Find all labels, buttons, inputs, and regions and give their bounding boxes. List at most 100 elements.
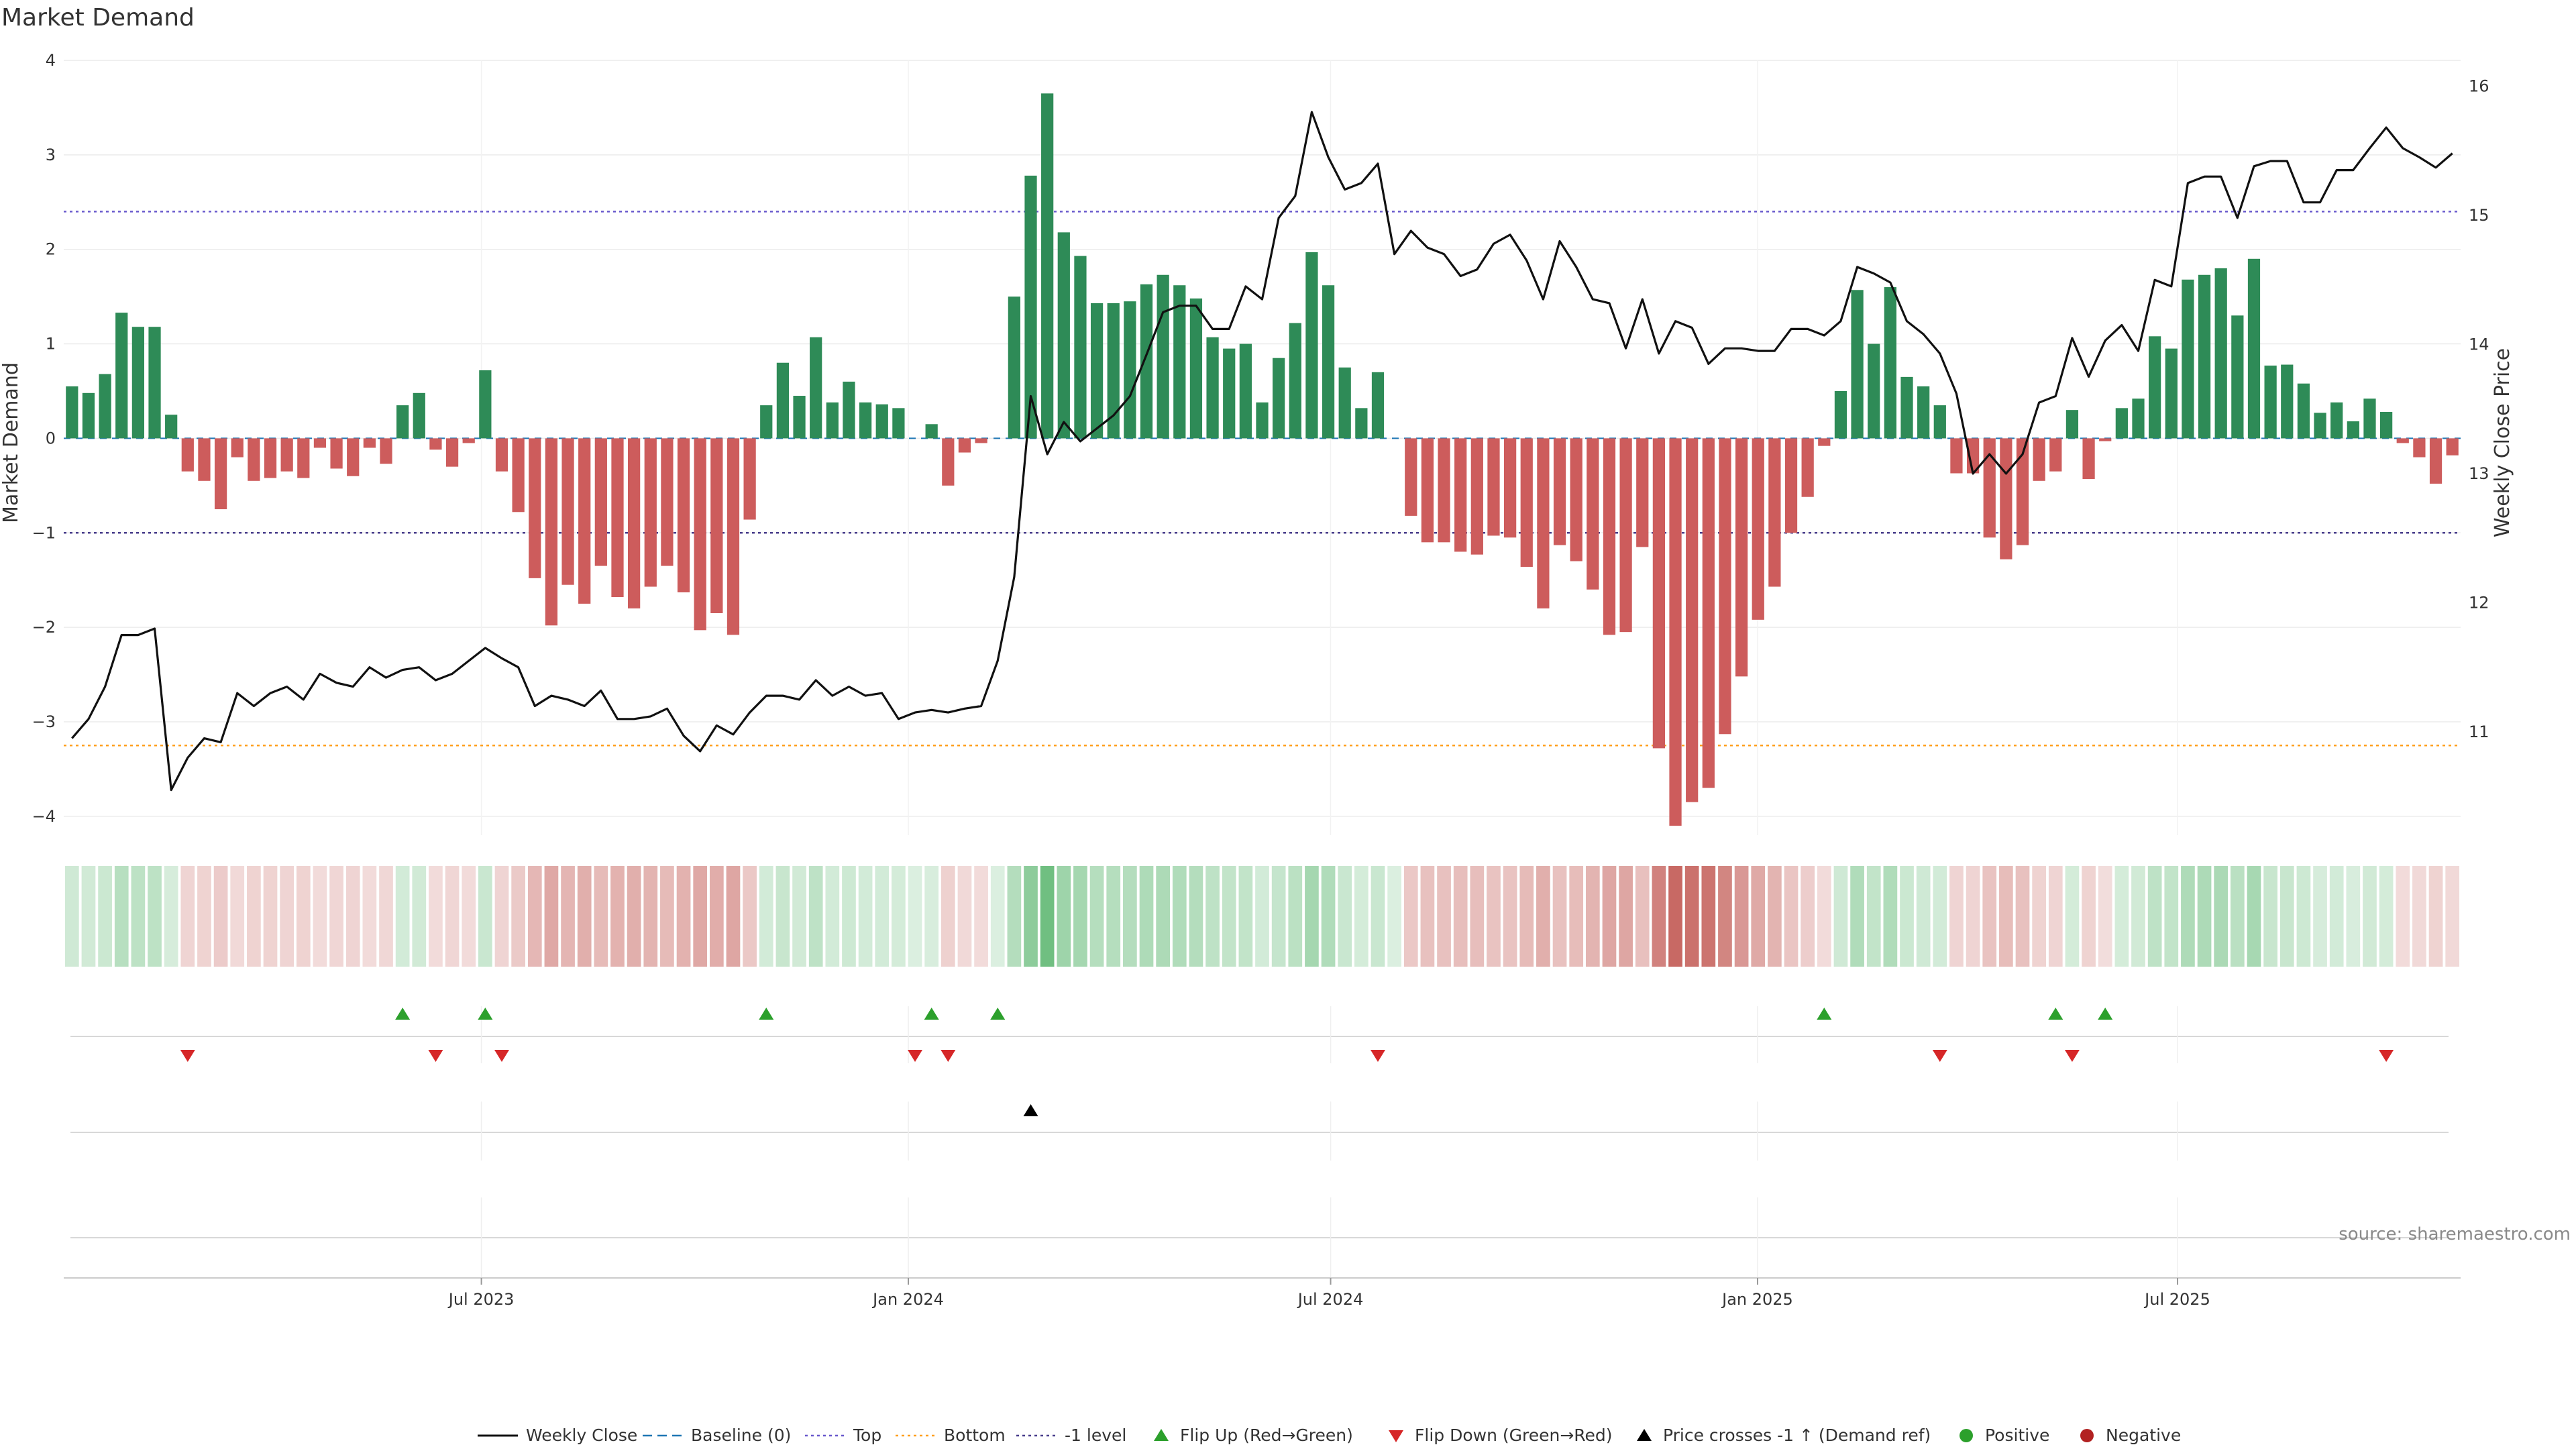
flip-down-marker [1932, 1050, 1947, 1062]
legend-label: Bottom [944, 1426, 1006, 1445]
heat-cell [230, 866, 245, 967]
heat-cell [1619, 866, 1633, 967]
heat-cell [329, 866, 343, 967]
demand-bar-negative [2016, 438, 2029, 545]
y-axis-label-right: Weekly Close Price [2491, 348, 2514, 537]
source-label: source: sharemaestro.com [2339, 1224, 2571, 1244]
legend-item: Top [805, 1426, 881, 1445]
heat-cell [345, 866, 360, 967]
demand-bar-positive [2281, 364, 2294, 439]
heat-cell [1718, 866, 1732, 967]
heat-cell [1387, 866, 1401, 967]
demand-bar-negative [677, 438, 690, 593]
heat-cell [263, 866, 278, 967]
demand-bar-negative [694, 438, 706, 631]
demand-bar-negative [710, 438, 723, 613]
x-tick-label: Jan 2025 [1721, 1290, 1793, 1309]
demand-bar-negative [231, 438, 244, 458]
heat-cell [1684, 866, 1699, 967]
heat-cell [98, 866, 112, 967]
demand-bar-negative [2429, 438, 2443, 484]
demand-bar-negative [578, 438, 591, 604]
heat-cell [1024, 866, 1038, 967]
x-tick-label: Jul 2023 [447, 1290, 515, 1309]
flip-down-marker [428, 1050, 443, 1062]
demand-bar-positive [1884, 287, 1896, 439]
weekly-close-line [71, 111, 2453, 792]
y-tick-left: −2 [32, 618, 56, 637]
demand-bar-negative [429, 438, 442, 450]
heat-cell [2032, 866, 2046, 967]
demand-bar-negative [1669, 438, 1682, 826]
demand-bar-negative [2033, 438, 2045, 481]
heat-cell [1255, 866, 1269, 967]
heat-cell [1487, 866, 1501, 967]
demand-bar-negative [1470, 438, 1483, 555]
demand-bar-negative [1735, 438, 1748, 677]
grid-layer [64, 60, 2461, 835]
heat-cell [759, 866, 773, 967]
heat-cell [858, 866, 873, 967]
flip-up-marker [395, 1008, 411, 1020]
demand-bar-positive [66, 386, 78, 439]
heat-cell [2313, 866, 2327, 967]
legend-label: Positive [1985, 1426, 2049, 1445]
demand-bar-positive [2379, 411, 2393, 439]
reference-lines [64, 211, 2461, 747]
heat-cell [1536, 866, 1550, 967]
heat-cell [1916, 866, 1931, 967]
heat-cell [1321, 866, 1336, 967]
demand-bar-positive [1074, 256, 1087, 439]
flip-up-marker [990, 1008, 1006, 1020]
demand-bar-negative [495, 438, 508, 472]
demand-bar-positive [2297, 383, 2310, 439]
heat-cell [2048, 866, 2063, 967]
y-tick-left: −4 [32, 807, 56, 826]
heat-cell [1668, 866, 1682, 967]
heat-cell [1470, 866, 1485, 967]
demand-bar-negative [2082, 438, 2095, 479]
heat-cell [1768, 866, 1782, 967]
demand-bar-positive [793, 396, 806, 439]
demand-bar-negative [297, 438, 310, 478]
heat-cell [2346, 866, 2361, 967]
demand-bar-negative [1587, 438, 1599, 590]
heat-cell [660, 866, 674, 967]
demand-bars [66, 93, 2459, 826]
heat-cell [1569, 866, 1584, 967]
demand-bar-negative [1636, 438, 1649, 547]
demand-bar-negative [1768, 438, 1781, 587]
heat-cell [2131, 866, 2145, 967]
heat-cell [1751, 866, 1766, 967]
demand-bar-positive [2182, 279, 2194, 439]
demand-bar-positive [1851, 290, 1864, 439]
demand-bar-positive [396, 405, 409, 439]
heat-cell [1883, 866, 1898, 967]
heat-cell [445, 866, 460, 967]
demand-bar-negative [2049, 438, 2062, 472]
demand-bar-positive [2347, 421, 2359, 439]
x-tick-label: Jan 2024 [871, 1290, 944, 1309]
demand-bar-positive [892, 408, 905, 439]
demand-bar-negative [2396, 438, 2409, 443]
demand-bar-negative [644, 438, 657, 587]
heat-cell [1189, 866, 1203, 967]
demand-bar-negative [313, 438, 327, 448]
heat-cell [544, 866, 559, 967]
demand-bar-negative [1603, 438, 1616, 635]
demand-bar-positive [776, 362, 790, 439]
heat-cell [610, 866, 625, 967]
heat-cell [2015, 866, 2030, 967]
heat-cell [2412, 866, 2426, 967]
demand-bar-negative [330, 438, 343, 469]
heat-cell [2147, 866, 2162, 967]
heat-cell [2379, 866, 2394, 967]
demand-bar-negative [1504, 438, 1517, 538]
heat-cell [1585, 866, 1600, 967]
demand-bar-positive [875, 404, 888, 439]
demand-bar-positive [1057, 232, 1070, 439]
demand-bar-negative [264, 438, 277, 478]
heat-cell [990, 866, 1005, 967]
legend-label: -1 level [1065, 1426, 1126, 1445]
